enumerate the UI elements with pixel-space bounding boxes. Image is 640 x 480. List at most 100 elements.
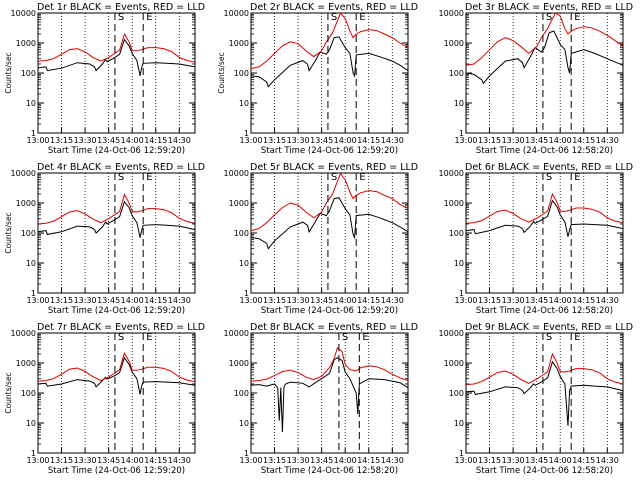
y-tick-label: 100 (21, 389, 36, 398)
chart-title: Det 8r BLACK = Events, RED = LLD (250, 322, 418, 333)
chart-panel: Det 4r BLACK = Events, RED = LLD 1 10 100 10… (4, 162, 205, 316)
y-tick-label: 10 (454, 259, 464, 268)
x-axis-label: Start Time (24-Oct-06 12:59:20) (261, 146, 398, 156)
x-tick-label: 13:00 (454, 296, 477, 305)
events-series-line (250, 36, 409, 88)
y-tick-label: 100 (449, 69, 464, 78)
x-tick-label: 13:00 (26, 136, 49, 145)
x-tick-label: 13:45 (310, 456, 333, 465)
y-tick-label: 10000 (11, 329, 36, 338)
x-tick-label: 13:30 (287, 456, 310, 465)
x-tick-label: 14:00 (549, 296, 572, 305)
marker-label-s: S (118, 12, 124, 23)
lld-series-line (250, 172, 409, 232)
x-tick-label: 13:30 (74, 136, 97, 145)
x-tick-label: 13:30 (74, 296, 97, 305)
y-tick-label: 1000 (444, 39, 464, 48)
chart-panel: Det 1r BLACK = Events, RED = LLD 1 10 100 10… (4, 2, 205, 156)
x-axis-label: Start Time (24-Oct-06 12:58:20) (261, 466, 398, 476)
marker-label-e: E (574, 332, 580, 343)
y-tick-label: 10000 (439, 329, 464, 338)
marker-label-e: E (359, 172, 365, 183)
x-tick-label: 13:30 (287, 296, 310, 305)
y-tick-label: 1000 (229, 359, 249, 368)
lld-series-line (465, 192, 624, 224)
x-tick-label: 13:30 (502, 456, 525, 465)
y-tick-label: 1 (31, 449, 36, 458)
lld-series-line (37, 193, 196, 225)
y-tick-label: 10 (26, 419, 36, 428)
x-tick-label: 14:15 (144, 136, 167, 145)
x-tick-label: 14:15 (357, 296, 380, 305)
x-axis-label: Start Time (24-Oct-06 12:58:20) (476, 146, 613, 156)
x-tick-label: 14:30 (596, 456, 619, 465)
chart-panel: Det 6r BLACK = Events, RED = LLD 1 10 100 10… (439, 162, 634, 316)
x-tick-label: 14:30 (168, 456, 191, 465)
x-tick-label: 13:45 (97, 456, 120, 465)
x-tick-label: 13:15 (478, 136, 501, 145)
marker-label-s: S (118, 172, 124, 183)
lld-series-line (250, 346, 409, 382)
x-axis-label: Start Time (24-Oct-06 12:59:20) (48, 146, 185, 156)
marker-label-e: E (146, 172, 152, 183)
x-tick-label: 14:00 (334, 456, 357, 465)
y-tick-label: 10 (26, 99, 36, 108)
marker-label-s: S (118, 332, 124, 343)
lld-series-line (250, 12, 409, 70)
y-tick-label: 100 (234, 229, 249, 238)
x-axis-label: Start Time (24-Oct-06 12:59:20) (261, 306, 398, 316)
x-tick-label: 13:00 (26, 296, 49, 305)
chart-title: Det 9r BLACK = Events, RED = LLD (465, 322, 633, 333)
y-tick-label: 1000 (229, 39, 249, 48)
chart-title: Det 4r BLACK = Events, RED = LLD (37, 162, 205, 173)
x-tick-label: 13:15 (263, 136, 286, 145)
y-tick-label: 100 (449, 389, 464, 398)
x-tick-label: 13:45 (525, 296, 548, 305)
x-tick-label: 13:30 (74, 456, 97, 465)
y-tick-label: 1 (244, 129, 249, 138)
x-tick-label: 13:45 (97, 136, 120, 145)
y-tick-label: 10000 (439, 169, 464, 178)
y-tick-label: 10 (454, 419, 464, 428)
x-tick-label: 13:00 (239, 136, 262, 145)
x-tick-label: 14:00 (549, 456, 572, 465)
x-tick-label: 13:15 (478, 296, 501, 305)
x-tick-label: 13:15 (478, 456, 501, 465)
events-series-line (465, 30, 624, 85)
x-tick-label: 14:15 (144, 456, 167, 465)
x-tick-label: 14:00 (121, 296, 144, 305)
x-tick-label: 14:30 (381, 296, 404, 305)
chart-title: Det 5r BLACK = Events, RED = LLD (250, 162, 418, 173)
x-tick-label: 13:30 (502, 136, 525, 145)
chart-panel: Det 5r BLACK = Events, RED = LLD 1 10 100 10… (224, 162, 419, 316)
y-tick-label: 1 (31, 289, 36, 298)
y-axis-label: Counts/sec (4, 212, 13, 253)
marker-label-e: E (146, 332, 152, 343)
x-tick-label: 13:45 (97, 296, 120, 305)
lld-series-line (465, 12, 624, 66)
chart-title: Det 7r BLACK = Events, RED = LLD (37, 322, 205, 333)
x-tick-label: 14:00 (549, 136, 572, 145)
events-series-line (250, 197, 409, 250)
y-tick-label: 1 (459, 129, 464, 138)
x-tick-label: 14:30 (381, 456, 404, 465)
y-tick-label: 10000 (224, 329, 249, 338)
y-tick-label: 100 (449, 229, 464, 238)
x-tick-label: 13:15 (50, 296, 73, 305)
marker-label-s: S (546, 12, 552, 23)
x-tick-label: 14:15 (572, 296, 595, 305)
y-axis-label: Counts/sec (4, 52, 13, 93)
y-tick-label: 1 (459, 289, 464, 298)
x-tick-label: 14:15 (572, 456, 595, 465)
x-tick-label: 13:15 (50, 136, 73, 145)
y-tick-label: 1000 (16, 199, 36, 208)
marker-label-s: S (546, 332, 552, 343)
y-tick-label: 10 (239, 99, 249, 108)
marker-label-e: E (146, 12, 152, 23)
x-tick-label: 13:45 (310, 136, 333, 145)
marker-label-s: S (546, 172, 552, 183)
y-tick-label: 1000 (16, 359, 36, 368)
x-tick-label: 13:15 (263, 456, 286, 465)
x-tick-label: 14:30 (381, 136, 404, 145)
events-series-line (37, 200, 196, 238)
